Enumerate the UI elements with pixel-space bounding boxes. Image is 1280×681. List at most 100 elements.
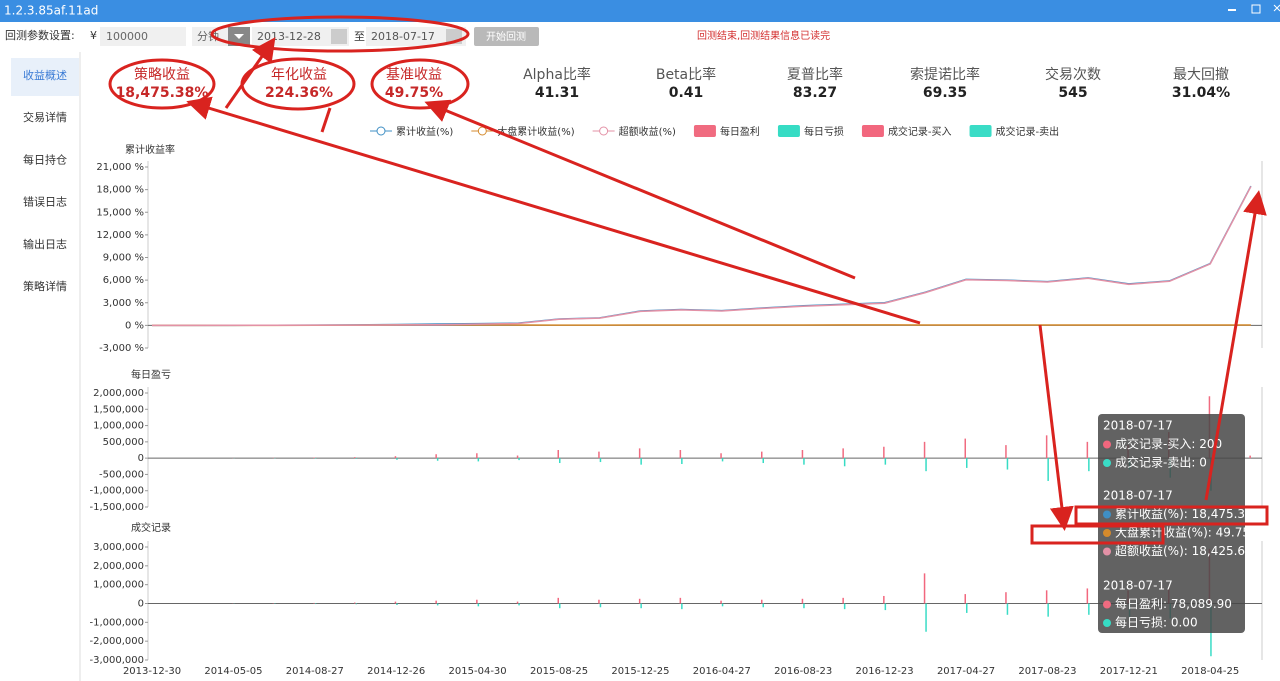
legend-swatch xyxy=(693,125,716,137)
tooltip-dot xyxy=(1103,619,1111,627)
bar xyxy=(355,603,357,605)
legend-label[interactable]: 成交记录-卖出 xyxy=(996,125,1060,138)
y-tick-label: 12,000 % xyxy=(96,230,144,241)
chart-title: 每日盈亏 xyxy=(131,368,171,381)
x-tick-label: 2014-05-05 xyxy=(204,666,262,677)
bar xyxy=(884,458,887,465)
x-tick-label: 2016-04-27 xyxy=(693,666,751,677)
sidebar-item[interactable]: 策略详情 xyxy=(23,279,67,293)
bar xyxy=(599,603,602,608)
bar xyxy=(1047,603,1049,617)
annotation-arrow xyxy=(1204,190,1267,501)
sidebar-item[interactable]: 错误日志 xyxy=(23,195,67,209)
bar xyxy=(477,458,480,462)
bar xyxy=(598,451,600,459)
annotation-ellipse xyxy=(370,58,470,110)
legend-swatch xyxy=(777,125,800,137)
bar xyxy=(883,595,885,604)
bar xyxy=(721,603,724,607)
bar xyxy=(313,602,315,604)
metric-label: 策略收益 xyxy=(134,66,190,83)
bar xyxy=(518,458,520,461)
bar xyxy=(803,603,805,609)
tooltip-item: 每日盈利: 78,089.90 xyxy=(1115,596,1232,611)
metric-label: Alpha比率 xyxy=(523,66,591,83)
tooltip-date: 2018-07-17 xyxy=(1103,579,1173,593)
bar xyxy=(354,457,356,459)
maximize-button[interactable] xyxy=(1251,4,1261,14)
legend-label[interactable]: 累计收益(%) xyxy=(396,125,453,138)
bar xyxy=(476,453,478,459)
sidebar-item[interactable]: 每日持仓 xyxy=(23,152,67,166)
bar xyxy=(720,453,722,459)
y-tick-label: 0 % xyxy=(125,320,144,331)
bar xyxy=(801,450,804,459)
metric-label: 年化收益 xyxy=(271,67,327,83)
metric-label: 索提诺比率 xyxy=(910,66,980,83)
y-tick-label: 0 xyxy=(138,599,144,610)
tooltip-item: 超额收益(%): 18,425.64 xyxy=(1115,543,1253,558)
start-button[interactable] xyxy=(474,27,539,46)
bar xyxy=(477,603,480,607)
bar xyxy=(1005,445,1007,459)
start-date-input[interactable] xyxy=(252,27,349,46)
x-tick-label: 2017-12-21 xyxy=(1100,666,1158,677)
bar xyxy=(761,451,763,459)
legend-label[interactable]: 成交记录-买入 xyxy=(888,125,952,138)
bar xyxy=(394,456,397,459)
calendar-icon[interactable] xyxy=(331,29,347,44)
y-tick-label: 18,000 % xyxy=(96,185,144,196)
tooltip-dot xyxy=(1103,510,1111,519)
minimize-button[interactable] xyxy=(1228,9,1236,11)
status-message: 回测结束,回测结果信息已读完 xyxy=(697,29,830,42)
bar xyxy=(1006,458,1009,470)
sidebar-item[interactable]: 交易详情 xyxy=(23,110,67,124)
annotation-arrow xyxy=(1038,324,1074,531)
capital-input[interactable] xyxy=(100,27,186,46)
x-tick-label: 2015-04-30 xyxy=(449,666,507,677)
x-tick-label: 2015-08-25 xyxy=(530,666,588,677)
bar xyxy=(1045,435,1048,459)
bar xyxy=(638,598,641,604)
bar xyxy=(762,458,764,464)
legend-label[interactable]: 大盘累计收益(%) xyxy=(497,125,574,138)
legend-label[interactable]: 超额收益(%) xyxy=(619,125,676,138)
bar xyxy=(801,598,804,604)
metric-value: 49.75% xyxy=(385,85,443,101)
close-button[interactable] xyxy=(1273,4,1280,12)
end-date-input[interactable] xyxy=(366,27,466,46)
bar xyxy=(599,458,602,463)
legend-label[interactable]: 每日盈利 xyxy=(720,125,760,138)
toolbar-label: 回测参数设置: xyxy=(5,28,75,42)
tooltip-date: 2018-07-17 xyxy=(1103,489,1173,503)
x-tick-label: 2015-12-25 xyxy=(611,666,669,677)
bar xyxy=(925,603,927,632)
y-tick-label: 1,000,000 xyxy=(93,580,144,591)
annotation-arrow xyxy=(224,37,276,109)
capital-value: 100000 xyxy=(106,30,148,43)
annotation-arrow xyxy=(320,107,332,133)
metric-label: 基准收益 xyxy=(386,66,442,83)
bar xyxy=(314,603,317,605)
y-tick-label: -3,000 % xyxy=(99,343,144,354)
y-tick-label: 6,000 % xyxy=(103,275,144,286)
bar xyxy=(354,602,356,604)
bar xyxy=(1045,590,1048,604)
start-date: 2013-12-28 xyxy=(257,30,321,43)
sidebar-item[interactable]: 输出日志 xyxy=(23,237,67,251)
bar xyxy=(436,458,439,461)
legend-label[interactable]: 每日亏损 xyxy=(804,125,844,138)
x-tick-label: 2014-08-27 xyxy=(286,666,344,677)
y-tick-label: -500,000 xyxy=(99,469,144,480)
tooltip-dot xyxy=(1103,440,1111,449)
x-tick-label: 2018-04-25 xyxy=(1181,666,1239,677)
bar xyxy=(559,603,561,609)
bar xyxy=(518,603,520,606)
metric-value: 224.36% xyxy=(265,85,333,101)
sidebar-item[interactable]: 收益概述 xyxy=(23,68,67,82)
annotation-box xyxy=(1030,524,1165,545)
bar xyxy=(1249,455,1251,459)
bar xyxy=(720,600,722,604)
tooltip-dot xyxy=(1103,459,1111,467)
